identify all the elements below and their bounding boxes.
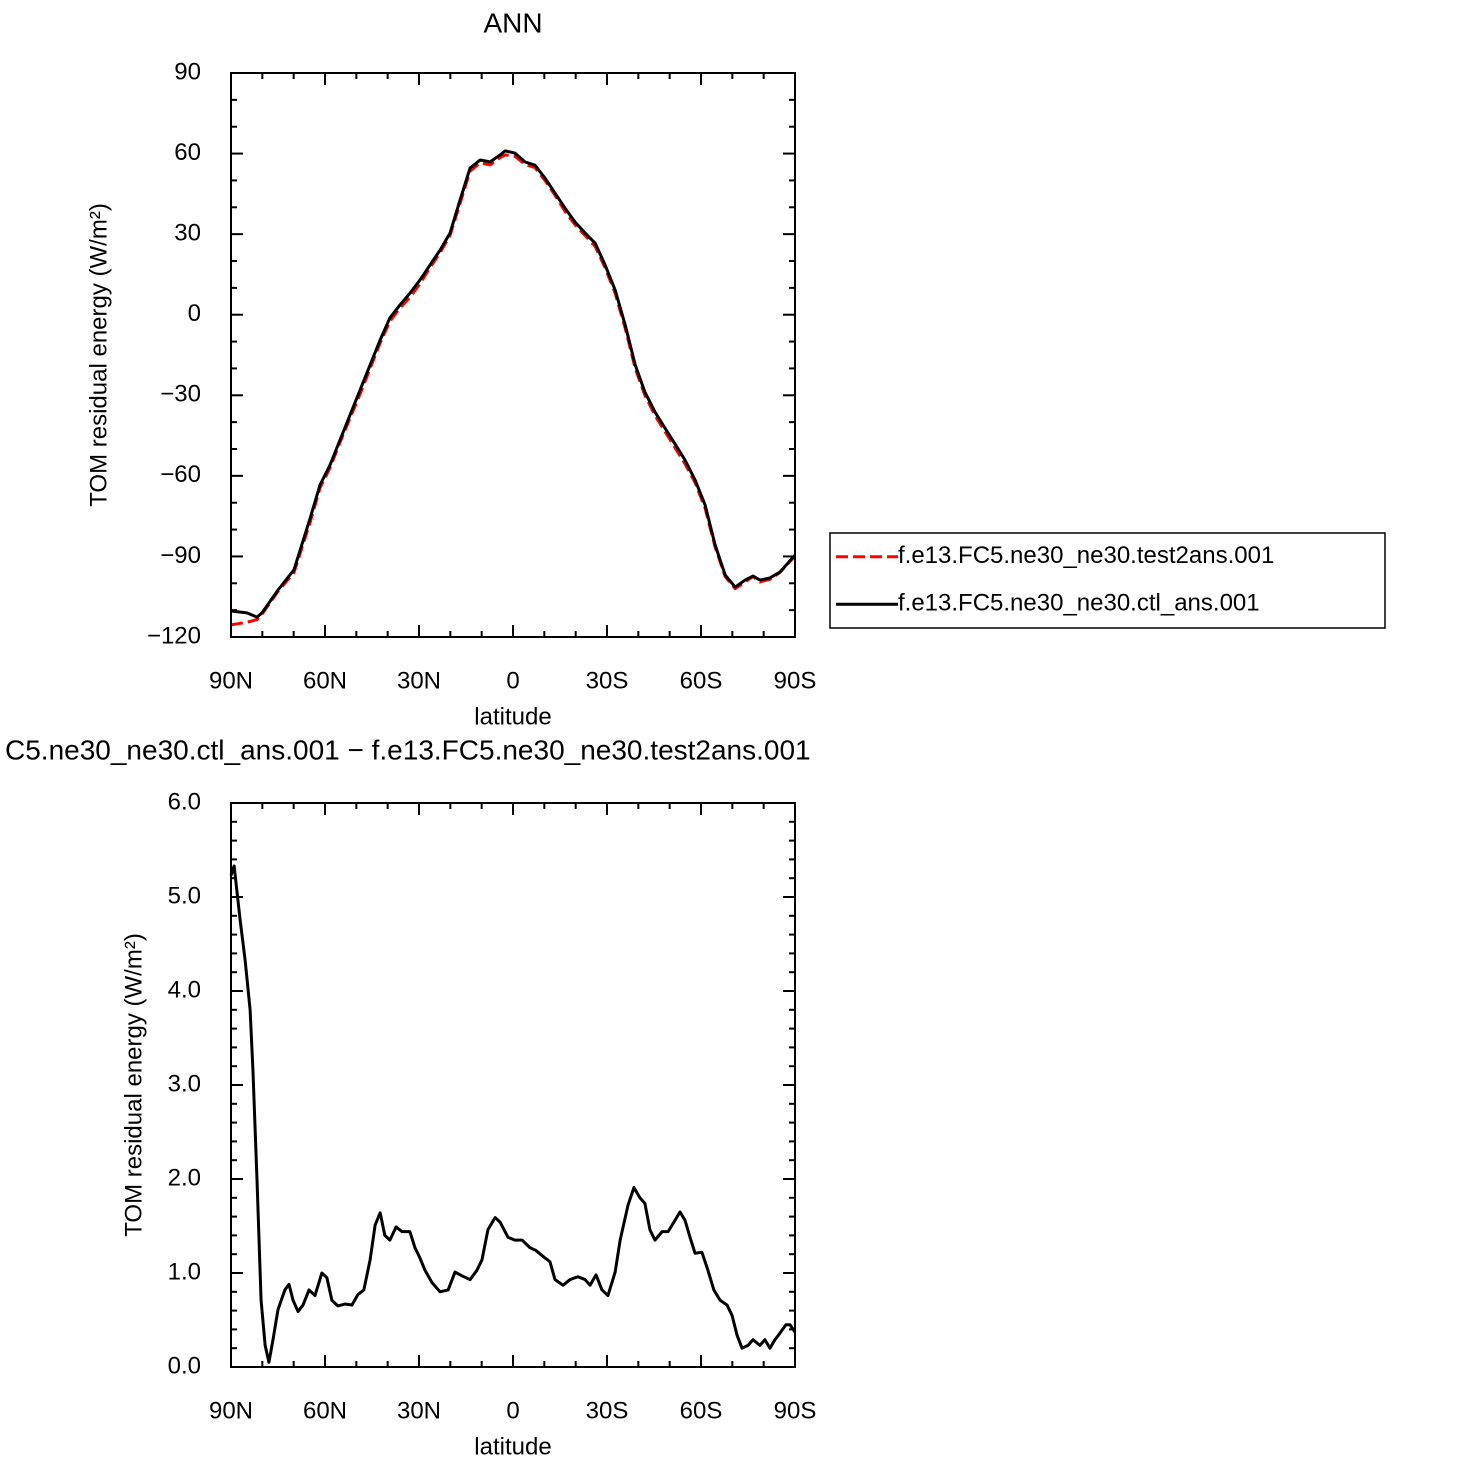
- x-axis-label: latitude: [474, 1433, 551, 1460]
- x-tick-label: 30N: [397, 667, 441, 694]
- x-tick-label: 30S: [586, 1397, 629, 1424]
- y-tick-label: 0: [188, 300, 201, 327]
- x-tick-label: 30S: [586, 667, 629, 694]
- x-tick-label: 0: [506, 1397, 519, 1424]
- y-tick-label: −60: [160, 461, 201, 488]
- x-tick-label: 90N: [209, 667, 253, 694]
- data-line: [230, 149, 797, 619]
- y-tick-label: 2.0: [168, 1164, 201, 1191]
- data-line: [230, 153, 797, 627]
- x-tick-label: 60N: [303, 667, 347, 694]
- x-axis-label: latitude: [474, 703, 551, 730]
- y-tick-label: 0.0: [168, 1352, 201, 1379]
- x-tick-label: 60S: [680, 1397, 723, 1424]
- y-tick-label: 90: [174, 58, 201, 85]
- x-tick-label: 30N: [397, 1397, 441, 1424]
- legend-label: f.e13.FC5.ne30_ne30.ctl_ans.001: [898, 590, 1260, 617]
- data-line: [229, 864, 797, 1364]
- legend-label: f.e13.FC5.ne30_ne30.test2ans.001: [898, 542, 1274, 569]
- chart-title: ANN: [483, 7, 542, 38]
- chart-title: C5.ne30_ne30.ctl_ans.001 − f.e13.FC5.ne3…: [5, 734, 811, 765]
- x-tick-label: 0: [506, 667, 519, 694]
- plot-frame: [230, 72, 796, 638]
- y-axis-label: TOM residual energy (W/m²): [85, 203, 112, 507]
- y-axis-label: TOM residual energy (W/m²): [120, 933, 147, 1237]
- plot-frame: [230, 802, 796, 1368]
- y-tick-label: 6.0: [168, 788, 201, 815]
- y-tick-label: 30: [174, 219, 201, 246]
- x-tick-label: 90S: [774, 1397, 817, 1424]
- y-tick-label: −30: [160, 381, 201, 408]
- x-tick-label: 90S: [774, 667, 817, 694]
- y-tick-label: 4.0: [168, 976, 201, 1003]
- y-tick-label: 5.0: [168, 882, 201, 909]
- y-tick-label: 60: [174, 139, 201, 166]
- x-tick-label: 90N: [209, 1397, 253, 1424]
- x-tick-label: 60N: [303, 1397, 347, 1424]
- y-tick-label: 1.0: [168, 1258, 201, 1285]
- y-tick-label: 3.0: [168, 1070, 201, 1097]
- x-tick-label: 60S: [680, 667, 723, 694]
- y-tick-label: −120: [147, 622, 201, 649]
- y-tick-label: −90: [160, 542, 201, 569]
- legend-box: [829, 532, 1386, 629]
